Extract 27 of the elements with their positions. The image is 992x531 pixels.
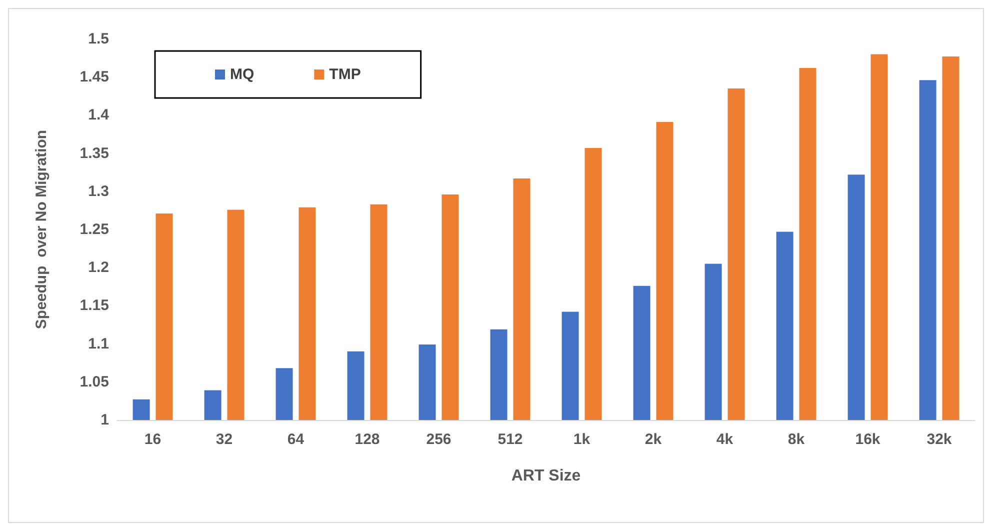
legend-label: TMP [329,66,361,83]
y-tick-label: 1.45 [80,68,109,86]
y-tick-label: 1.05 [80,373,109,390]
legend-label: MQ [230,66,254,83]
x-tick-label: 64 [287,431,305,448]
x-axis-title: ART Size [511,468,581,484]
x-tick-label: 16k [855,431,881,448]
y-tick-label: 1.5 [88,30,109,48]
y-tick-label: 1.35 [80,144,109,162]
x-tick-label: 2k [644,431,662,448]
y-tick-label: 1.3 [88,182,109,200]
x-tick-label: 32 [216,431,233,448]
x-tick-label: 4k [716,431,734,448]
x-tick-label: 128 [354,431,380,448]
y-tick-label: 1 [100,412,109,428]
y-tick-label: 1.25 [80,221,109,238]
y-tick-label: 1.4 [88,106,110,124]
x-tick-label: 256 [426,431,452,448]
x-tick-label: 512 [498,431,523,448]
y-tick-label: 1.15 [80,297,109,314]
x-tick-label: 32k [926,431,952,448]
x-tick-label: 8k [788,431,806,448]
x-tick-label: 1k [573,431,591,448]
y-tick-label: 1.1 [88,335,109,352]
y-tick-label: 1.2 [88,259,109,276]
y-axis-title: Speedup over No Migration [33,130,50,330]
x-tick-label: 16 [144,431,162,448]
